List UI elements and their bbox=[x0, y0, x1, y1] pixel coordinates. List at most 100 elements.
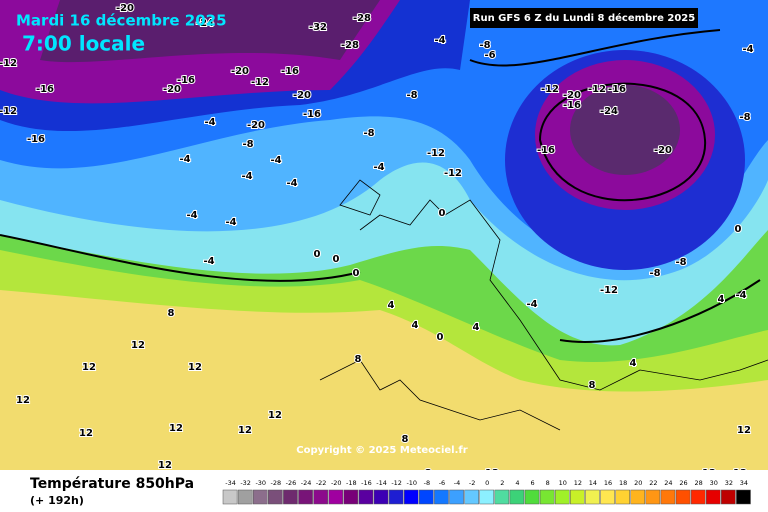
scale-label: -32 bbox=[240, 479, 251, 487]
temperature-label: 12 bbox=[268, 410, 282, 421]
temperature-label: -24 bbox=[196, 18, 214, 29]
temperature-label: 8 bbox=[355, 354, 362, 365]
scale-label: -8 bbox=[424, 479, 430, 487]
temperature-label: -16 bbox=[177, 75, 195, 86]
temperature-label: 8 bbox=[402, 434, 409, 445]
temperature-label: -4 bbox=[204, 117, 215, 128]
scale-swatch bbox=[449, 489, 464, 505]
temperature-label: -28 bbox=[353, 13, 371, 24]
temperature-label: 4 bbox=[412, 320, 419, 331]
scale-swatch bbox=[464, 489, 479, 505]
scale-label: -14 bbox=[376, 479, 387, 487]
temperature-label: -16 bbox=[36, 84, 54, 95]
scale-label: 6 bbox=[530, 479, 534, 487]
temperature-label: -16 bbox=[27, 134, 45, 145]
temperature-label: -4 bbox=[270, 155, 281, 166]
isotherm bbox=[0, 234, 361, 282]
scale-swatch bbox=[554, 489, 570, 505]
temperature-label: -20 bbox=[116, 3, 134, 14]
forecast-time: 7:00 locale bbox=[22, 32, 145, 56]
scale-swatch bbox=[690, 489, 706, 505]
scale-swatch bbox=[645, 489, 661, 505]
temperature-label: -20 bbox=[293, 90, 311, 101]
scale-label: -30 bbox=[255, 479, 266, 487]
forecast-date: Mardi 16 décembre 2025 bbox=[16, 12, 227, 30]
scale-label: -18 bbox=[346, 479, 357, 487]
temperature-label: -32 bbox=[309, 22, 327, 33]
scale-swatch bbox=[388, 489, 404, 505]
temperature-label: 12 bbox=[188, 362, 202, 373]
scale-label: 32 bbox=[725, 479, 733, 487]
temperature-label: 12 bbox=[82, 362, 96, 373]
scale-label: 2 bbox=[500, 479, 504, 487]
scale-swatch bbox=[328, 489, 344, 505]
temperature-label: -4 bbox=[203, 256, 214, 267]
scale-swatch bbox=[268, 489, 283, 505]
temperature-label: -20 bbox=[563, 90, 581, 101]
temperature-label: -4 bbox=[526, 299, 537, 310]
scale-label: -28 bbox=[271, 479, 282, 487]
scale-label: 28 bbox=[695, 479, 703, 487]
temperature-label: -4 bbox=[225, 217, 236, 228]
temperature-label: -4 bbox=[241, 171, 252, 182]
scale-swatch bbox=[358, 489, 374, 505]
temperature-label: -12 bbox=[600, 285, 618, 296]
temperature-label: 0 bbox=[314, 249, 321, 260]
scale-swatch bbox=[675, 489, 691, 505]
temperature-label: -8 bbox=[242, 139, 253, 150]
scale-label: -4 bbox=[454, 479, 460, 487]
scale-swatch bbox=[419, 489, 434, 505]
temperature-label: -8 bbox=[363, 128, 374, 139]
scale-swatch bbox=[660, 489, 676, 505]
isotherm bbox=[469, 29, 721, 67]
temperature-label: -12 bbox=[588, 84, 606, 95]
scale-label: 4 bbox=[515, 479, 519, 487]
map-labels: -20-24 -28-32-28 -4 -8-6-12-16-16-20-20-12-… bbox=[0, 2, 755, 480]
temperature-label: -4 bbox=[186, 210, 197, 221]
copyright: Copyright © 2025 Meteociel.fr bbox=[296, 445, 467, 456]
temperature-label: -4 bbox=[373, 162, 384, 173]
scale-label: 16 bbox=[604, 479, 612, 487]
temperature-label: -16 bbox=[537, 145, 555, 156]
temperature-label: -20 bbox=[231, 66, 249, 77]
zone-minus24-west bbox=[40, 0, 380, 63]
temperature-label: 4 bbox=[388, 300, 395, 311]
temperature-label: -16 bbox=[608, 84, 626, 95]
temperature-label: -4 bbox=[742, 44, 753, 55]
temperature-label: 12 bbox=[131, 340, 145, 351]
scale-label: 14 bbox=[589, 479, 597, 487]
temperature-label: 0 bbox=[353, 268, 360, 279]
temperature-label: 4 bbox=[718, 294, 725, 305]
scale-label: 8 bbox=[546, 479, 550, 487]
scale-swatch bbox=[494, 489, 510, 505]
scale-swatch bbox=[373, 489, 389, 505]
scale-swatch bbox=[585, 489, 600, 505]
temperature-label: -4 bbox=[735, 290, 746, 301]
color-scale: -34 -32 -30 -28 -26 -24 -22 -20 -18 -16 -14 -12 -10-… bbox=[222, 479, 751, 505]
scale-swatch bbox=[237, 489, 253, 505]
temperature-label: -12 bbox=[444, 168, 462, 179]
scale-label: 24 bbox=[664, 479, 672, 487]
run-info: Run GFS 6 Z du Lundi 8 décembre 2025 bbox=[473, 12, 695, 24]
scale-swatch bbox=[252, 489, 268, 505]
scale-label: -12 bbox=[391, 479, 402, 487]
scale-swatch bbox=[434, 489, 449, 505]
temperature-label: -24 bbox=[600, 106, 618, 117]
scale-swatch bbox=[283, 489, 298, 505]
temperature-label: -12 bbox=[0, 58, 17, 69]
scale-label: -10 bbox=[406, 479, 417, 487]
temperature-label: 8 bbox=[168, 308, 175, 319]
temperature-label: -12 bbox=[427, 148, 445, 159]
scale-label: -20 bbox=[331, 479, 342, 487]
temperature-label: -4 bbox=[434, 35, 445, 46]
temperature-label: -20 bbox=[163, 84, 181, 95]
temperature-label: -8 bbox=[739, 112, 750, 123]
temperature-label: -20 bbox=[247, 120, 265, 131]
scale-label: -24 bbox=[301, 479, 312, 487]
scale-label: 22 bbox=[649, 479, 657, 487]
temperature-label: -16 bbox=[563, 100, 581, 111]
scale-label: -34 bbox=[225, 479, 236, 487]
temperature-label: -8 bbox=[406, 90, 417, 101]
scale-label: 12 bbox=[574, 479, 582, 487]
